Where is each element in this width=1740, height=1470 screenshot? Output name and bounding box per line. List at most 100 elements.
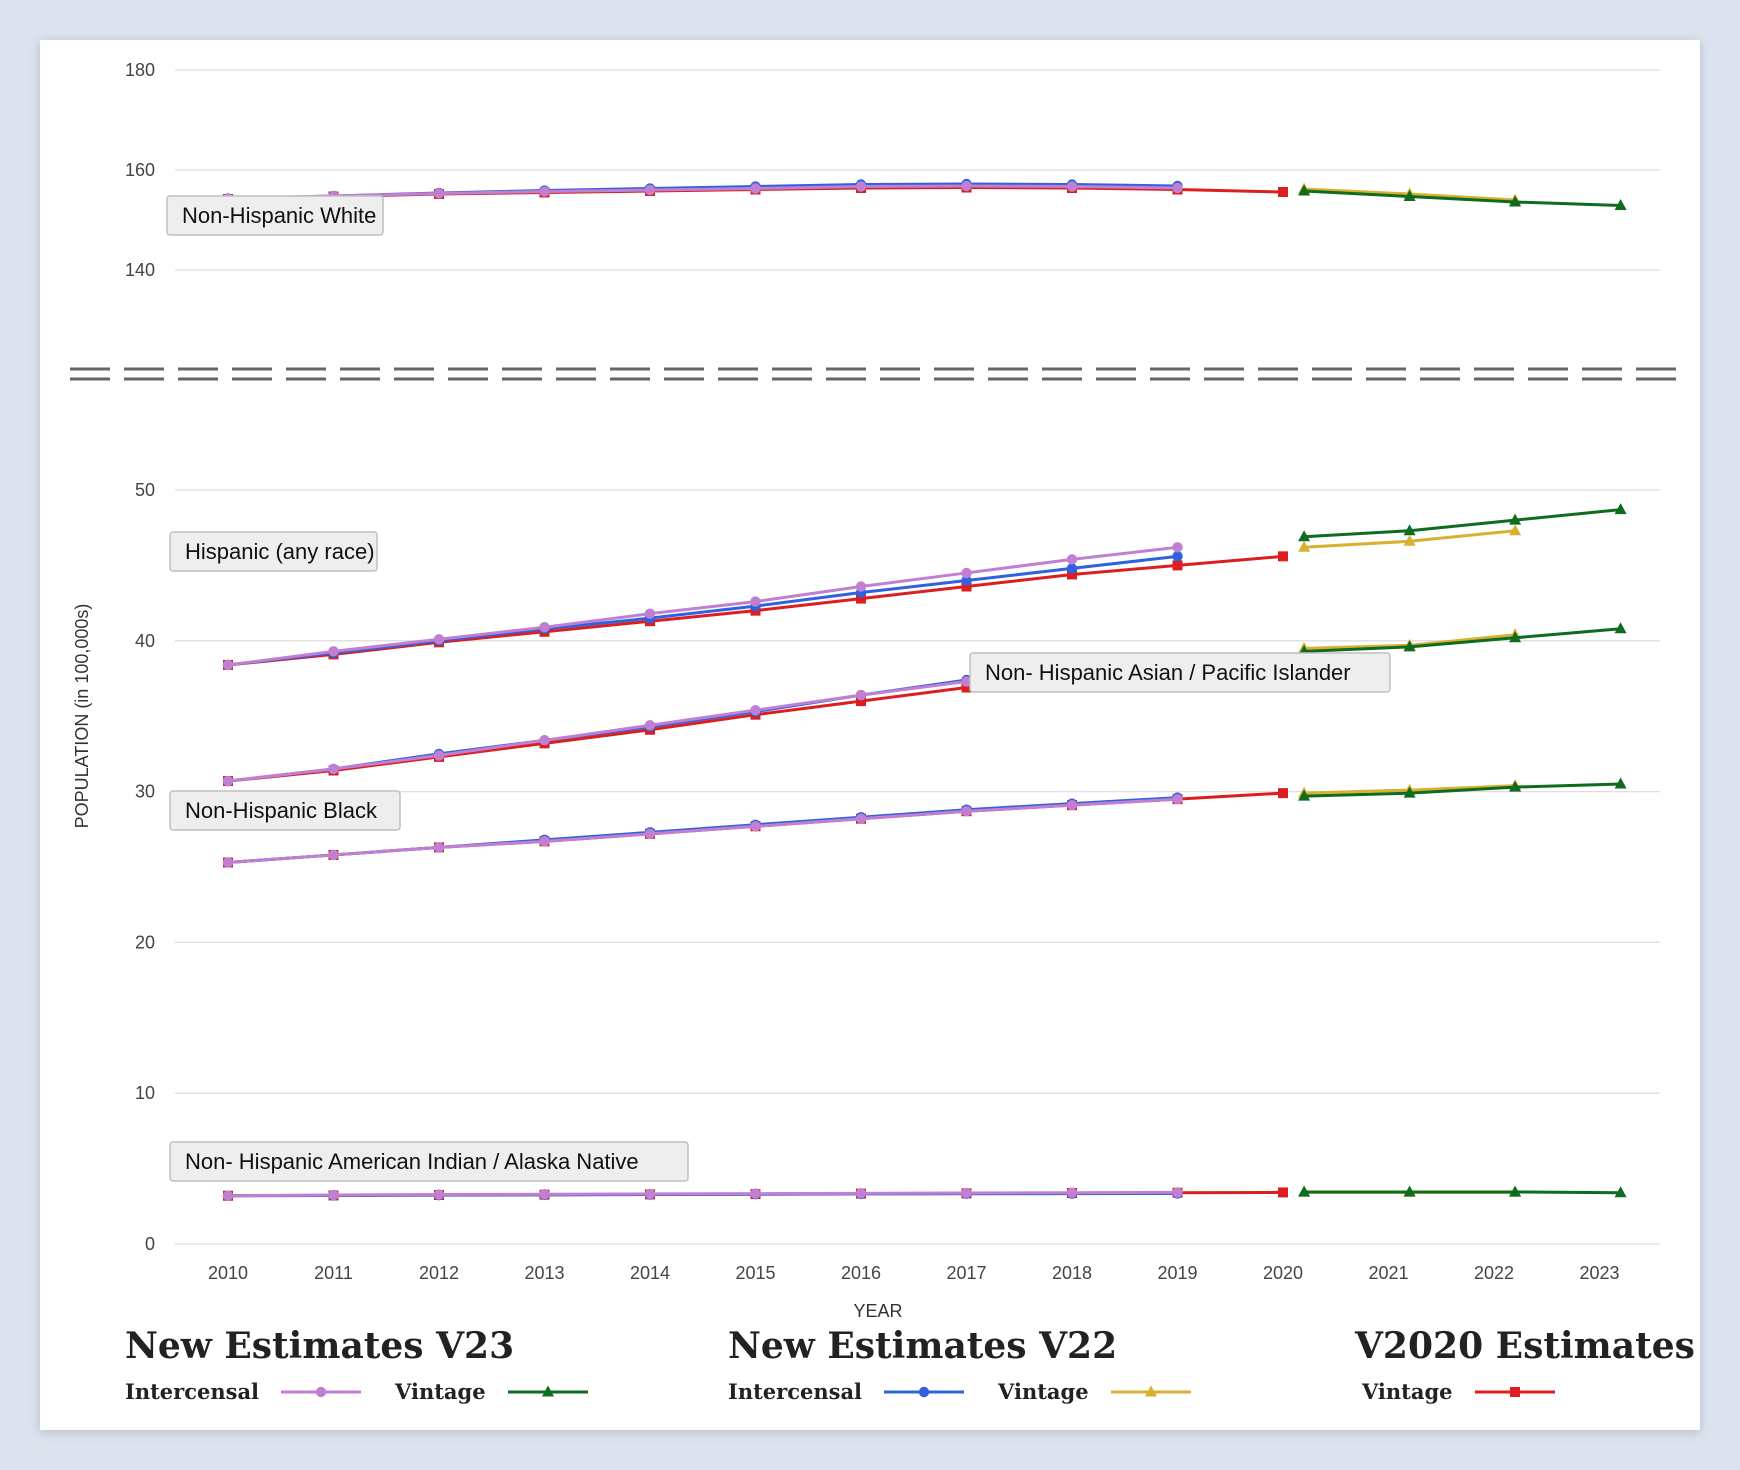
data-point-v22-vintage bbox=[1403, 534, 1416, 546]
data-point-v23-vintage bbox=[1614, 199, 1627, 210]
data-point-v23-intercensal bbox=[539, 622, 550, 633]
data-point-v23-vintage bbox=[1509, 780, 1522, 792]
data-point-v23-intercensal bbox=[1172, 542, 1183, 553]
data-point-v22-intercensal bbox=[961, 575, 972, 586]
series-label-text: Non- Hispanic American Indian / Alaska N… bbox=[185, 1149, 639, 1174]
data-point-v23-intercensal bbox=[539, 836, 550, 847]
data-point-v23-intercensal bbox=[644, 720, 656, 731]
legend-title: New Estimates V22 bbox=[728, 1325, 1118, 1367]
legend-item-label: Intercensal bbox=[728, 1379, 863, 1404]
data-point-v23-vintage bbox=[1614, 622, 1627, 634]
y-tick-label: 10 bbox=[135, 1083, 155, 1103]
data-point-v2020-vintage bbox=[961, 581, 972, 592]
y-tick-label: 50 bbox=[135, 480, 155, 500]
data-point-v23-intercensal bbox=[1066, 1187, 1078, 1198]
data-point-v23-intercensal bbox=[1172, 1187, 1183, 1198]
data-point-v23-intercensal bbox=[222, 1190, 234, 1201]
series-label: Non-Hispanic Black bbox=[169, 790, 401, 831]
legend-item-label: Vintage bbox=[395, 1379, 486, 1404]
series-label-box bbox=[969, 652, 1391, 693]
data-point-v22-intercensal bbox=[1066, 563, 1078, 574]
data-point-v23-intercensal bbox=[433, 634, 445, 645]
legend-marker bbox=[1509, 1386, 1520, 1397]
data-point-v23-intercensal bbox=[539, 735, 550, 746]
data-point-v23-intercensal bbox=[855, 813, 867, 824]
data-point-v23-intercensal bbox=[1172, 793, 1183, 805]
x-tick-label: 2020 bbox=[1263, 1263, 1303, 1283]
legend-group-v22: New Estimates V22 Intercensal Vintage bbox=[728, 1325, 1225, 1404]
data-point-v23-intercensal bbox=[750, 821, 761, 832]
legend-group-v2020: V2020 Estimates Vintage bbox=[1355, 1325, 1695, 1404]
x-tick-label: 2014 bbox=[630, 1263, 670, 1283]
data-point-v23-vintage bbox=[1403, 1185, 1416, 1197]
series-label-text: Non-Hispanic White bbox=[182, 203, 376, 228]
x-tick-label: 2015 bbox=[735, 1263, 775, 1283]
x-tick-label: 2019 bbox=[1157, 1263, 1197, 1283]
data-point-v23-intercensal bbox=[750, 183, 761, 194]
y-tick-label: 140 bbox=[125, 260, 155, 280]
y-tick-label: 20 bbox=[135, 932, 155, 952]
data-point-v23-vintage bbox=[1509, 195, 1522, 207]
series-line-v23-intercensal bbox=[227, 797, 1178, 864]
data-point-v23-vintage bbox=[1403, 524, 1416, 536]
y-tick-label: 180 bbox=[125, 60, 155, 80]
x-tick-label: 2021 bbox=[1368, 1263, 1408, 1283]
data-point-v23-intercensal bbox=[855, 1188, 867, 1199]
series-line-v23-vintage bbox=[1304, 627, 1621, 653]
y-axis-title: POPULATION (in 100,000s) bbox=[72, 604, 92, 829]
data-point-v23-intercensal bbox=[644, 184, 656, 196]
data-point-v23-intercensal bbox=[644, 828, 656, 840]
data-point-v23-intercensal bbox=[961, 806, 972, 817]
series-label-text: Hispanic (any race) bbox=[185, 539, 375, 564]
data-point-v23-vintage bbox=[1509, 1185, 1522, 1197]
x-tick-label: 2013 bbox=[524, 1263, 564, 1283]
series-label: Non- Hispanic Asian / Pacific Islander bbox=[969, 652, 1391, 693]
series-group bbox=[222, 1185, 1627, 1201]
legend-swatch-v23-intercensal bbox=[281, 1386, 362, 1397]
data-point-v2020-vintage bbox=[1278, 187, 1288, 197]
legend-marker bbox=[918, 1386, 930, 1397]
data-point-v23-vintage bbox=[1614, 1186, 1627, 1198]
data-point-v2020-vintage bbox=[856, 696, 866, 707]
series-line-v23-intercensal bbox=[227, 1190, 1178, 1198]
data-point-v23-intercensal bbox=[961, 1187, 972, 1199]
legend-title: V2020 Estimates bbox=[1355, 1325, 1695, 1367]
data-point-v23-intercensal bbox=[750, 704, 761, 716]
data-point-v23-intercensal bbox=[644, 608, 656, 619]
series-line-v23-intercensal bbox=[227, 545, 1178, 667]
data-point-v23-intercensal bbox=[855, 581, 867, 592]
legend-title: New Estimates V23 bbox=[125, 1325, 515, 1367]
data-point-v23-vintage bbox=[1298, 184, 1311, 196]
series-label-box bbox=[169, 1141, 689, 1182]
data-point-v2020-vintage bbox=[1278, 788, 1288, 799]
data-point-v23-vintage bbox=[1298, 530, 1311, 542]
data-point-v2020-vintage bbox=[961, 682, 972, 693]
series-group bbox=[222, 178, 1627, 210]
data-point-v23-intercensal bbox=[1066, 799, 1078, 811]
data-point-v23-intercensal bbox=[433, 750, 445, 761]
series-group bbox=[222, 622, 1627, 787]
series-line-v23-intercensal bbox=[227, 184, 1178, 200]
data-point-v23-intercensal bbox=[644, 1188, 656, 1200]
line-chart: 140 160 180 0 10 20 30 40 50 2010 2011 2012 2013 2014… bbox=[70, 60, 1676, 1321]
y-tick-label: 30 bbox=[135, 782, 155, 802]
x-tick-label: 2011 bbox=[314, 1263, 353, 1283]
series-label: Non- Hispanic American Indian / Alaska N… bbox=[169, 1141, 689, 1182]
series-label: Hispanic (any race) bbox=[169, 531, 378, 572]
data-point-v23-vintage bbox=[1403, 190, 1416, 201]
legend-item-label: Intercensal bbox=[125, 1379, 260, 1404]
data-point-v23-intercensal bbox=[539, 186, 550, 197]
legend-group-v23: New Estimates V23 Intercensal Vintage bbox=[125, 1325, 622, 1404]
data-point-v23-intercensal bbox=[750, 596, 761, 607]
data-point-v23-intercensal bbox=[855, 181, 867, 192]
data-point-v23-intercensal bbox=[328, 763, 339, 775]
data-point-v23-intercensal bbox=[222, 659, 234, 671]
legend-item-label: Vintage bbox=[1362, 1379, 1453, 1404]
data-point-v23-vintage bbox=[1509, 631, 1522, 643]
x-tick-label: 2017 bbox=[946, 1263, 986, 1283]
x-axis-title: YEAR bbox=[853, 1301, 902, 1321]
x-tick-label: 2016 bbox=[841, 1263, 881, 1283]
series-label-box bbox=[166, 195, 384, 236]
data-point-v23-vintage bbox=[1298, 1185, 1311, 1197]
series-label-box bbox=[169, 790, 401, 831]
